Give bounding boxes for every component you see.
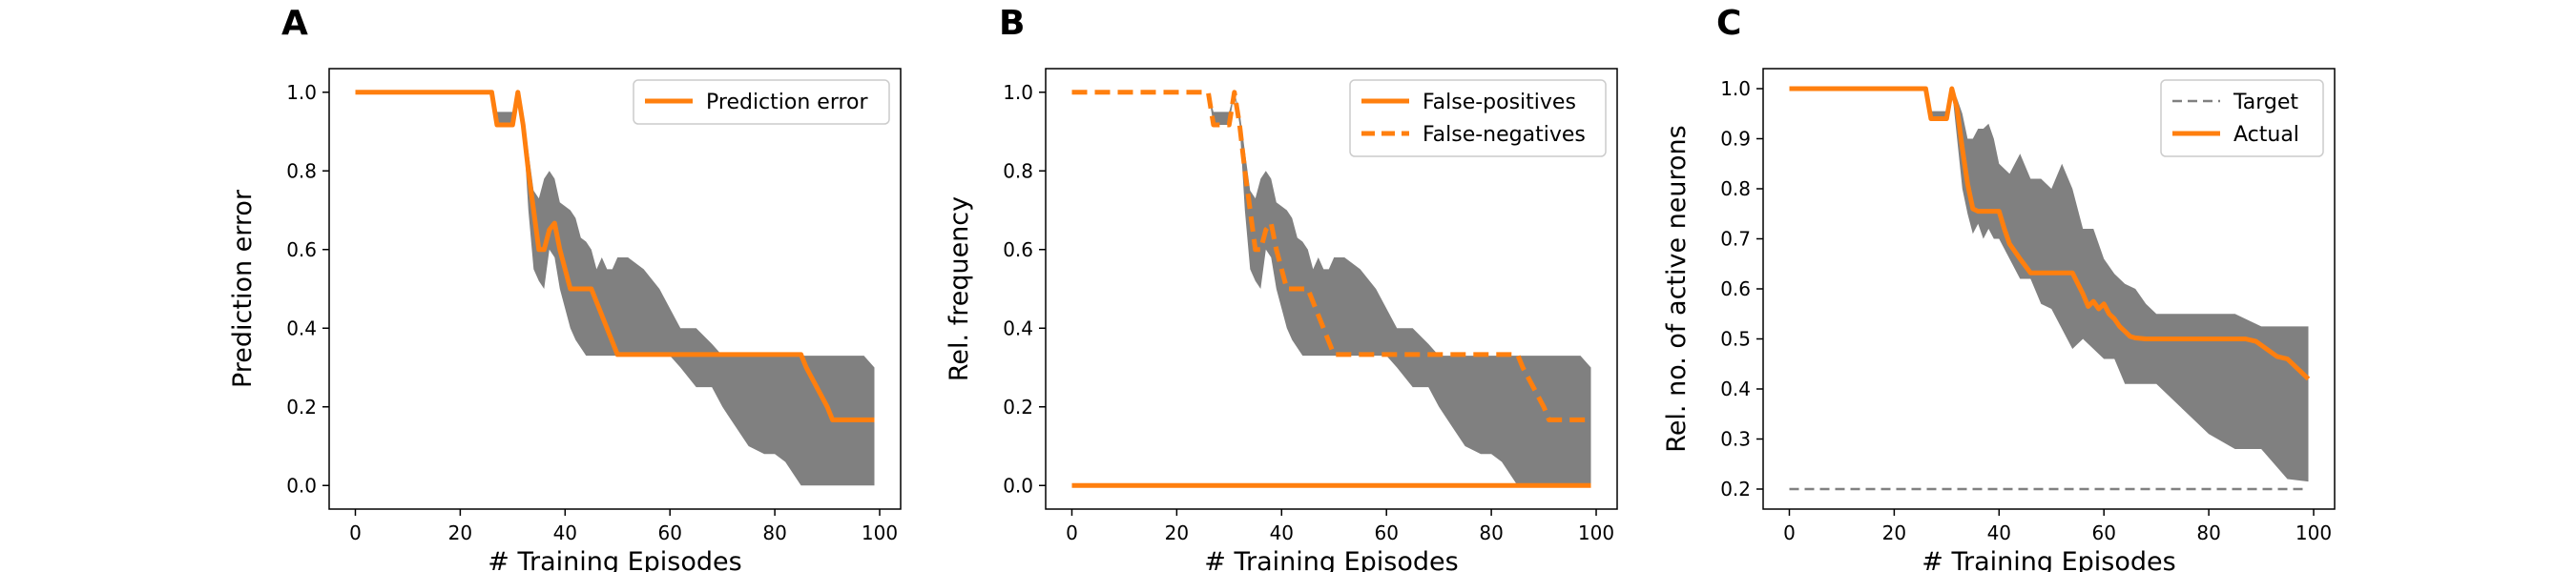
x-axis-label: # Training Episodes [1204, 547, 1458, 572]
x-tick-label: 100 [2296, 521, 2332, 544]
y-tick-label: 1.0 [286, 81, 317, 104]
legend-label: Prediction error [706, 91, 868, 114]
y-tick-label: 0.5 [1720, 328, 1751, 351]
y-tick-label: 0.2 [1720, 478, 1751, 500]
axes-frame [328, 68, 902, 510]
y-tick-label: 0.7 [1720, 228, 1751, 251]
x-tick-label: 80 [2196, 521, 2220, 544]
x-tick-label: 100 [1578, 521, 1614, 544]
legend-box [633, 79, 890, 125]
y-tick-label: 0.3 [1720, 428, 1751, 451]
y-tick-label: 0.0 [286, 474, 317, 497]
x-tick-label: 100 [862, 521, 898, 544]
x-tick-label: 0 [1783, 521, 1796, 544]
legend-label: False-negatives [1423, 123, 1586, 147]
x-tick-label: 0 [349, 521, 362, 544]
x-tick-label: 20 [1165, 521, 1189, 544]
uncertainty-band [1071, 92, 1591, 486]
x-tick-label: 80 [1479, 521, 1503, 544]
y-tick-label: 0.4 [1003, 317, 1033, 339]
y-tick-label: 1.0 [1003, 81, 1033, 104]
panel-letter: C [1716, 4, 1741, 43]
x-tick-label: 40 [553, 521, 577, 544]
legend: Target Actual [2160, 79, 2324, 157]
panel-letter: B [999, 4, 1025, 43]
y-tick-label: 0.8 [286, 159, 317, 182]
y-tick-label: 0.6 [1003, 238, 1033, 261]
x-tick-label: 60 [2091, 521, 2115, 544]
y-axis-label: Rel. frequency [945, 196, 974, 381]
panel-letter: A [281, 4, 308, 43]
y-tick-label: 0.9 [1720, 128, 1751, 151]
x-axis-label: # Training Episodes [1922, 547, 2175, 572]
x-tick-label: 20 [448, 521, 472, 544]
legend: False-positives False-negatives [1349, 79, 1607, 157]
y-tick-label: 0.6 [1720, 277, 1751, 300]
x-tick-label: 40 [1987, 521, 2011, 544]
x-tick-label: 0 [1066, 521, 1078, 544]
uncertainty-band [355, 92, 875, 486]
x-axis-label: # Training Episodes [488, 547, 741, 572]
y-axis-label: Rel. no. of active neurons [1662, 125, 1692, 452]
x-tick-label: 60 [1374, 521, 1398, 544]
y-tick-label: 1.0 [1720, 77, 1751, 100]
series-line-false-negatives [1071, 90, 1591, 422]
x-tick-label: 40 [1270, 521, 1294, 544]
y-tick-label: 0.0 [1003, 474, 1033, 497]
legend-label: Target [2233, 91, 2298, 114]
legend-label: False-positives [1423, 91, 1576, 114]
x-tick-label: 60 [657, 521, 681, 544]
series-line-actual [1789, 86, 2311, 381]
panel-a: A 0 20 40 60 80 100 0.0 0.2 0.4 0.6 0.8 1.0 # Trainin… [228, 4, 902, 572]
uncertainty-band [1789, 89, 2309, 482]
y-tick-label: 0.4 [1720, 378, 1751, 400]
panel-c: C 0 20 40 60 80 100 0.2 0.3 0.4 0.5 0.6 0.7 0.8 0.9 1.0… [1662, 4, 2336, 572]
y-tick-label: 0.2 [286, 396, 317, 419]
y-tick-label: 0.6 [286, 238, 317, 261]
y-axis-label: Prediction error [228, 189, 258, 388]
x-tick-label: 80 [762, 521, 786, 544]
y-tick-label: 0.4 [286, 317, 317, 339]
y-tick-label: 0.8 [1720, 177, 1751, 200]
y-tick-label: 0.8 [1003, 159, 1033, 182]
axes-frame [1045, 68, 1618, 510]
legend-box [1349, 79, 1607, 157]
x-tick-label: 20 [1882, 521, 1906, 544]
y-tick-label: 0.2 [1003, 396, 1033, 419]
series-line-prediction-error [355, 90, 875, 422]
legend: Prediction error [633, 79, 890, 125]
legend-label: Actual [2233, 123, 2299, 147]
panel-b: B 0 20 40 60 80 100 0.0 0.2 0.4 0.6 0.8 1.0 # Trainin… [945, 4, 1618, 572]
legend-box [2160, 79, 2324, 157]
